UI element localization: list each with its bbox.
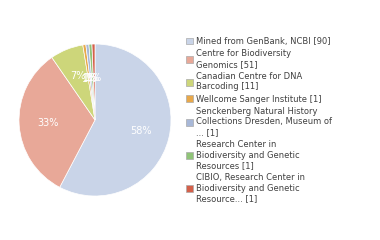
Wedge shape bbox=[19, 57, 95, 187]
Wedge shape bbox=[86, 44, 95, 120]
Legend: Mined from GenBank, NCBI [90], Centre for Biodiversity
Genomics [51], Canadian C: Mined from GenBank, NCBI [90], Centre fo… bbox=[185, 36, 333, 204]
Wedge shape bbox=[83, 45, 95, 120]
Wedge shape bbox=[60, 44, 171, 196]
Wedge shape bbox=[89, 44, 95, 120]
Wedge shape bbox=[52, 45, 95, 120]
Text: 58%: 58% bbox=[130, 126, 152, 136]
Text: 33%: 33% bbox=[37, 118, 59, 128]
Text: 1%: 1% bbox=[85, 73, 100, 83]
Wedge shape bbox=[92, 44, 95, 120]
Text: 7%: 7% bbox=[70, 71, 85, 81]
Text: 1%: 1% bbox=[83, 73, 98, 84]
Text: 1%: 1% bbox=[81, 74, 97, 84]
Text: 1%: 1% bbox=[87, 73, 102, 83]
